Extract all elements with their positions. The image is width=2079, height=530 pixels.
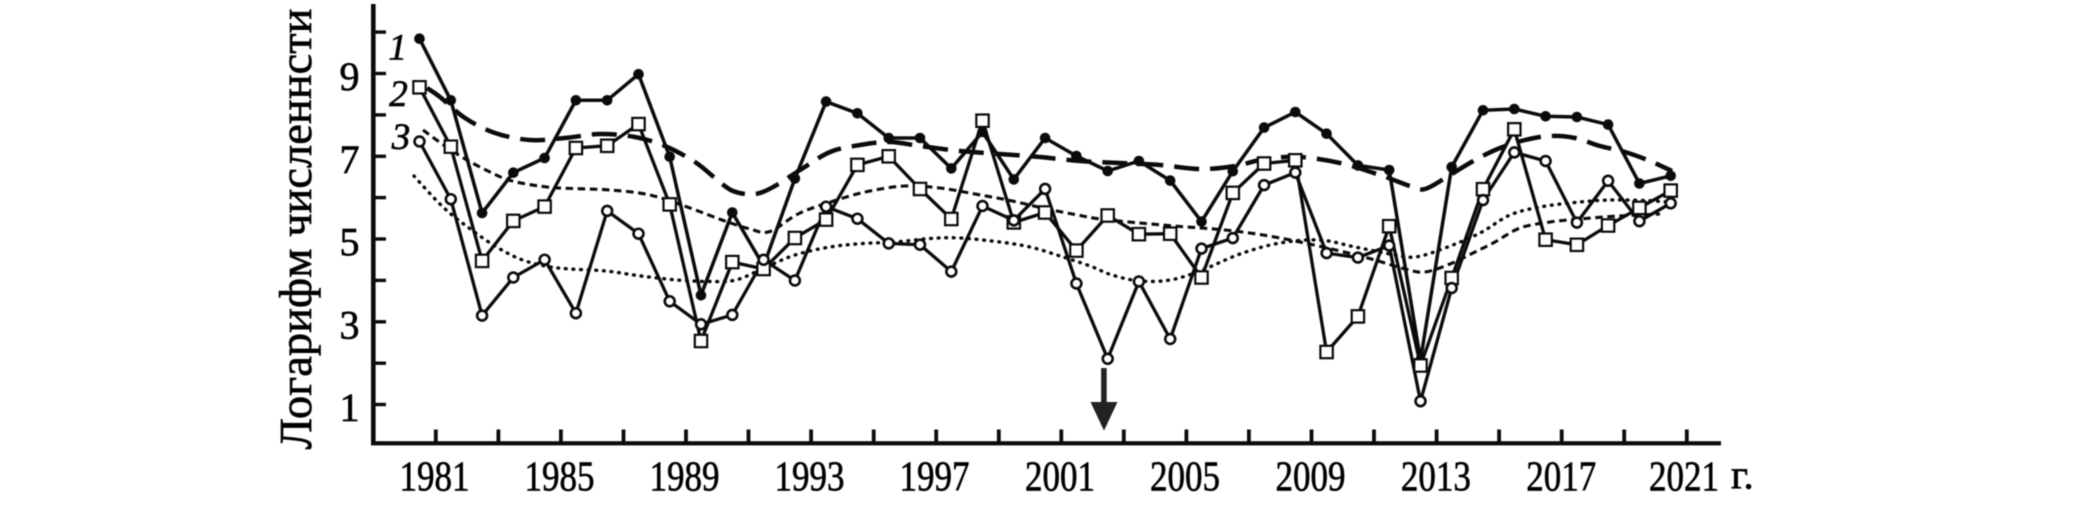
svg-text:2: 2: [389, 74, 408, 115]
svg-text:1: 1: [340, 385, 360, 430]
svg-text:Логарифм численнсти: Логарифм численнсти: [270, 9, 321, 450]
svg-text:1993: 1993: [775, 455, 845, 501]
svg-text:5: 5: [340, 220, 360, 265]
svg-text:2005: 2005: [1150, 455, 1220, 501]
svg-text:1997: 1997: [900, 455, 970, 501]
svg-text:2021: 2021: [1649, 455, 1719, 501]
svg-text:1: 1: [388, 28, 407, 69]
svg-text:2013: 2013: [1401, 455, 1471, 501]
svg-text:1985: 1985: [525, 455, 595, 501]
svg-text:2001: 2001: [1025, 455, 1095, 501]
svg-text:2009: 2009: [1276, 455, 1346, 501]
svg-text:2017: 2017: [1526, 455, 1596, 501]
svg-text:г.: г.: [1731, 452, 1754, 498]
svg-text:7: 7: [340, 137, 360, 182]
svg-text:1981: 1981: [400, 455, 470, 501]
svg-text:9: 9: [340, 54, 360, 99]
svg-text:3: 3: [340, 302, 360, 347]
svg-text:3: 3: [391, 117, 411, 158]
svg-text:1989: 1989: [650, 455, 720, 501]
